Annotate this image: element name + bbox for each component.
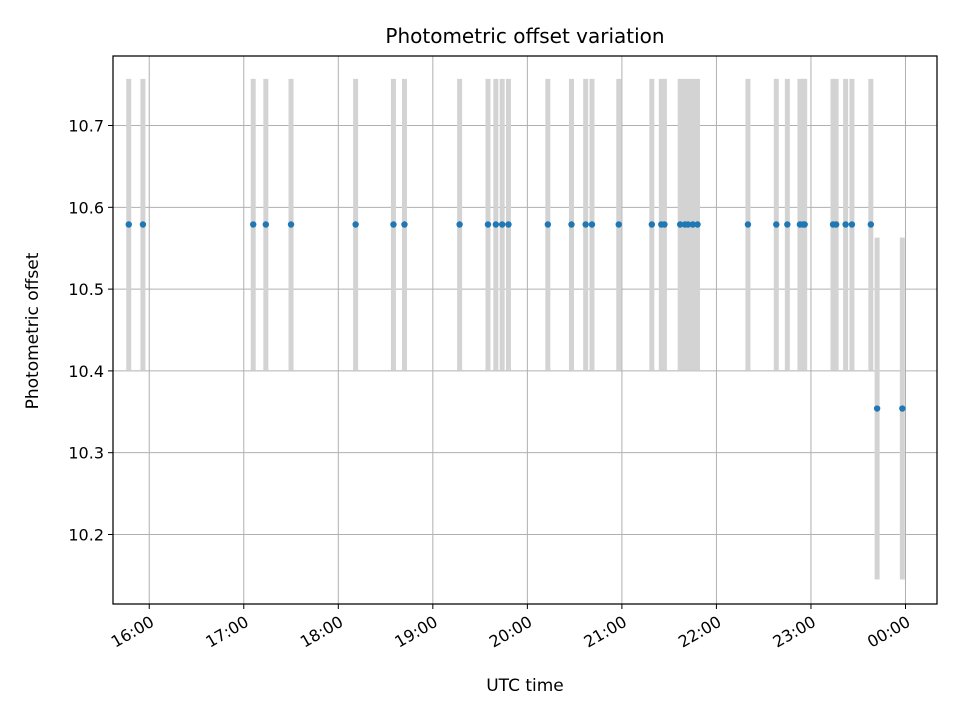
data-points: [125, 221, 906, 412]
x-tick-label: 21:00: [580, 612, 629, 652]
data-point: [676, 221, 684, 228]
y-tick-label: 10.7: [68, 117, 104, 136]
data-point: [287, 221, 295, 228]
data-point: [492, 221, 500, 228]
x-tick-label: 23:00: [770, 612, 819, 652]
data-point: [661, 221, 668, 228]
data-point: [867, 221, 875, 228]
data-point: [899, 405, 906, 412]
x-tick-label: 17:00: [202, 612, 251, 652]
y-tick-label: 10.4: [68, 362, 104, 381]
data-point: [615, 221, 622, 228]
data-point: [505, 221, 512, 228]
data-point: [352, 221, 359, 228]
data-point: [139, 221, 147, 228]
data-point: [498, 221, 506, 228]
data-point: [456, 221, 463, 228]
data-point: [588, 221, 596, 228]
data-point: [568, 221, 575, 228]
data-point: [401, 221, 408, 228]
grid-lines: [113, 56, 937, 604]
data-point: [832, 221, 840, 228]
data-point: [801, 221, 808, 228]
data-point: [262, 221, 270, 228]
y-tick-label: 10.3: [68, 444, 104, 463]
data-point: [842, 221, 849, 228]
data-point: [873, 405, 881, 412]
x-tick-label: 18:00: [297, 612, 346, 652]
error-bars: [126, 78, 905, 580]
x-axis-label: UTC time: [486, 676, 564, 696]
data-point: [684, 221, 692, 228]
data-point: [784, 221, 791, 228]
y-tick-label: 10.6: [68, 198, 104, 217]
data-point: [648, 221, 656, 228]
data-point: [390, 221, 397, 228]
data-point: [689, 221, 696, 228]
data-point: [544, 221, 552, 228]
x-tick-label: 20:00: [486, 612, 535, 652]
y-axis-label: Photometric offset: [23, 252, 43, 409]
y-tick-label: 10.5: [68, 280, 104, 299]
chart-title: Photometric offset variation: [385, 24, 664, 48]
data-point: [582, 221, 589, 228]
x-tick-label: 00:00: [864, 612, 913, 652]
data-point: [125, 221, 132, 228]
data-point: [250, 221, 257, 228]
x-tick-label: 16:00: [108, 612, 157, 652]
data-point: [484, 221, 492, 228]
data-point: [773, 221, 780, 228]
y-axis-ticks: 10.2 10.3 10.4 10.5 10.6 10.7: [68, 117, 113, 544]
plot-frame: [112, 55, 938, 605]
x-tick-label: 19:00: [391, 612, 440, 652]
data-point: [744, 221, 752, 228]
data-point: [848, 221, 856, 228]
data-point: [694, 221, 701, 228]
x-axis-ticks: 16:00 17:00 18:00 19:00 20:00 21:00 22:00 23:00…: [108, 604, 913, 652]
y-tick-label: 10.2: [68, 525, 104, 544]
x-tick-label: 22:00: [675, 612, 724, 652]
